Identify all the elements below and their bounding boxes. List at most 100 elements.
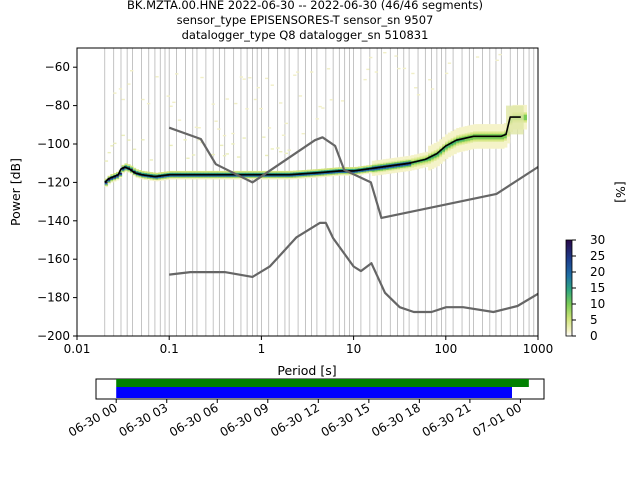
heatmap-cell: [484, 124, 488, 126]
heatmap-cell: [236, 176, 241, 179]
heatmap-cell: [475, 126, 480, 129]
heatmap-cell: [225, 174, 229, 177]
heatmap-cell: [130, 167, 134, 169]
heatmap-cell: [321, 172, 325, 175]
heatmap-cell: [279, 170, 283, 173]
heatmap-cell: [442, 152, 446, 155]
heatmap-cell: [104, 181, 109, 184]
heatmap-cell: [439, 145, 443, 148]
heatmap-cell: [419, 162, 423, 165]
heatmap-cell: [127, 165, 131, 168]
heatmap-cell: [467, 128, 471, 130]
heatmap-cell: [459, 134, 463, 136]
heatmap-cell: [211, 153, 215, 156]
heatmap-cell: [267, 176, 272, 179]
heatmap-cell: [439, 156, 443, 159]
heatmap-cell: [388, 158, 393, 161]
heatmap-cell: [110, 145, 114, 147]
heatmap-cell: [310, 169, 314, 172]
heatmap-cell: [492, 125, 497, 128]
heatmap-cell: [360, 167, 364, 170]
heatmap-cell: [422, 155, 426, 157]
heatmap-cell: [177, 172, 182, 175]
heatmap-cell: [104, 160, 109, 162]
heatmap-cell: [433, 152, 438, 155]
heatmap-cell: [473, 124, 477, 126]
heatmap-cell: [501, 138, 505, 141]
heatmap-cell: [467, 146, 471, 149]
heatmap-cell: [380, 173, 384, 175]
heatmap-cell: [259, 177, 263, 180]
heatmap-cell: [444, 135, 449, 138]
heatmap-cell: [315, 170, 319, 173]
heatmap-cell: [166, 95, 170, 97]
heatmap-cell: [383, 163, 387, 166]
heatmap-cell: [369, 166, 373, 169]
heatmap-cell: [489, 141, 494, 144]
heatmap-cell: [371, 160, 376, 163]
heatmap-cell: [312, 174, 317, 177]
heatmap-cell: [250, 170, 255, 173]
heatmap-cell: [453, 151, 457, 153]
heatmap-cell: [428, 163, 432, 166]
heatmap-cell: [467, 134, 471, 137]
heatmap-cell: [484, 137, 488, 140]
low-noise-model-line: [169, 221, 539, 314]
heatmap-cell: [380, 159, 384, 162]
heatmap-cell: [374, 71, 378, 73]
heatmap-cell: [475, 141, 480, 144]
plot-frame: [76, 47, 539, 337]
heatmap-cell: [124, 163, 128, 166]
heatmap-cell: [492, 126, 497, 129]
heatmap-cell: [425, 151, 429, 154]
heatmap-cell: [318, 168, 322, 171]
heatmap-cell: [402, 161, 407, 164]
heatmap-cell: [487, 125, 491, 128]
heatmap-cell: [276, 147, 280, 149]
heatmap-cell: [200, 170, 204, 173]
heatmap-cell: [459, 131, 463, 134]
heatmap-cell: [397, 162, 401, 165]
heatmap-cell: [248, 174, 252, 177]
colorbar-tick-label: 30: [590, 233, 605, 247]
heatmap-cell: [281, 134, 286, 136]
heatmap-cell: [456, 149, 460, 152]
heatmap-cell: [484, 140, 488, 143]
heatmap-cell: [498, 138, 502, 141]
heatmap-cell: [414, 163, 418, 166]
heatmap-cell: [414, 154, 418, 157]
heatmap-cell: [242, 172, 246, 175]
heatmap-cell: [388, 167, 393, 170]
heatmap-cell: [121, 98, 125, 101]
heatmap-cell: [425, 159, 429, 162]
heatmap-cell: [127, 166, 131, 169]
heatmap-cell: [217, 128, 221, 130]
heatmap-cell: [377, 172, 381, 174]
heatmap-cell: [419, 163, 423, 166]
heatmap-cell: [450, 131, 454, 133]
heatmap-cell: [186, 177, 190, 180]
heatmap-cell: [501, 137, 505, 140]
heatmap-cell: [461, 138, 466, 141]
heatmap-cell: [287, 172, 291, 175]
heatmap-cell: [295, 174, 300, 177]
heatmap-cell: [236, 177, 241, 180]
heatmap-cell: [279, 172, 283, 175]
heatmap-cell: [456, 136, 460, 138]
heatmap-cell: [116, 177, 120, 180]
heatmap-cell: [464, 131, 468, 134]
heatmap-cell: [475, 145, 480, 148]
y-tick-label: −160: [37, 252, 70, 266]
heatmap-cell: [489, 138, 494, 141]
heatmap-cell: [506, 137, 511, 140]
heatmap-cell: [357, 170, 362, 173]
heatmap-cell: [144, 172, 148, 175]
heatmap-cell: [459, 140, 463, 143]
heatmap-cell: [444, 72, 449, 75]
timeline-tick-label: 06-30 21: [420, 400, 474, 439]
heatmap-cell: [175, 177, 179, 180]
heatmap-cell: [340, 171, 345, 173]
heatmap-cell: [442, 136, 446, 139]
heatmap-cell: [523, 111, 528, 114]
heatmap-cell: [371, 170, 376, 172]
